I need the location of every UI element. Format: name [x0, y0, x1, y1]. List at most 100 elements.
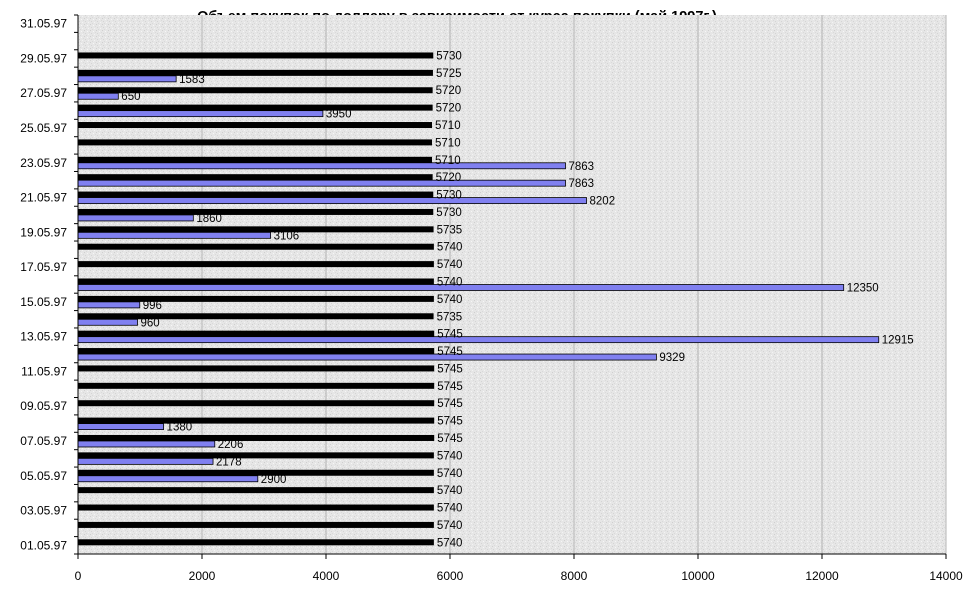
y-tick-label: 11.05.97	[21, 364, 67, 378]
bar	[78, 156, 433, 163]
data-label: 996	[143, 300, 162, 312]
data-label: 5740	[437, 259, 463, 271]
bar	[78, 434, 435, 441]
y-tick-label: 13.05.97	[20, 330, 67, 344]
bar	[78, 52, 434, 59]
bar	[78, 261, 434, 268]
data-label: 5730	[436, 50, 462, 62]
data-label: 5725	[436, 68, 462, 80]
bar	[77, 475, 259, 483]
data-label: 5745	[437, 433, 463, 445]
data-label: 960	[141, 317, 160, 329]
data-label: 5745	[437, 363, 463, 375]
y-tick-label: 15.05.97	[20, 295, 67, 309]
bar	[78, 226, 434, 233]
bar	[78, 348, 435, 355]
data-label: 1860	[196, 213, 222, 225]
bar	[78, 539, 434, 546]
bar	[77, 318, 138, 326]
bar	[78, 452, 434, 459]
data-label: 5720	[436, 85, 462, 97]
y-tick-label: 31.05.97	[20, 17, 67, 31]
data-label: 8202	[590, 196, 616, 208]
y-tick-label: 19.05.97	[20, 225, 67, 239]
x-tick-label: 0	[75, 569, 82, 583]
x-tick-label: 4000	[313, 569, 340, 583]
bar	[78, 521, 434, 528]
y-tick-label: 21.05.97	[20, 191, 67, 205]
bar	[77, 440, 216, 448]
bar	[78, 104, 433, 111]
bar	[77, 353, 657, 361]
data-label: 5740	[437, 485, 463, 497]
data-label: 5710	[435, 137, 461, 149]
data-labels: 5740 5740 5740 5740 5740 2900 5740 2178 5745 2206…	[121, 50, 913, 549]
category-axis: 01.05.97 03.05.97 05.05.97 07.05.97 09.05.97…	[20, 14, 79, 555]
x-tick-label: 12000	[805, 569, 839, 583]
data-label: 2900	[261, 474, 287, 486]
y-tick-label: 07.05.97	[20, 434, 67, 448]
bar	[78, 469, 434, 476]
data-label: 5740	[437, 294, 463, 306]
x-tick-label: 10000	[681, 569, 715, 583]
data-label: 5740	[437, 503, 463, 515]
data-label: 12915	[882, 335, 914, 347]
data-label: 2178	[216, 456, 242, 468]
data-label: 5740	[437, 468, 463, 480]
bar	[78, 400, 435, 407]
y-tick-label: 25.05.97	[20, 121, 67, 135]
y-tick-label: 01.05.97	[20, 538, 67, 552]
data-label: 5735	[437, 224, 463, 236]
bar	[78, 69, 433, 76]
data-label: 12350	[847, 283, 879, 295]
data-label: 1583	[179, 74, 205, 86]
bar	[78, 295, 434, 302]
bar	[78, 417, 435, 424]
data-label: 5740	[437, 242, 463, 254]
y-tick-label: 03.05.97	[20, 504, 67, 518]
data-label: 9329	[659, 352, 685, 364]
data-label: 2206	[218, 439, 244, 451]
y-tick-label: 29.05.97	[20, 51, 67, 65]
y-tick-label: 05.05.97	[20, 469, 67, 483]
bar	[77, 231, 271, 239]
data-label: 5745	[437, 416, 463, 428]
bar	[78, 243, 434, 250]
x-tick-label: 2000	[189, 569, 216, 583]
data-label: 5730	[436, 190, 462, 202]
y-tick-label: 23.05.97	[20, 156, 67, 170]
bar	[77, 423, 164, 430]
data-label: 5730	[436, 207, 462, 219]
bar	[77, 457, 214, 465]
data-label: 5720	[436, 103, 462, 115]
y-tick-label: 27.05.97	[20, 86, 67, 100]
bar	[77, 162, 566, 170]
data-label: 5745	[437, 398, 463, 410]
data-label: 3950	[326, 109, 352, 121]
bar	[77, 179, 566, 187]
bar	[78, 87, 433, 94]
bar	[77, 75, 177, 83]
y-tick-label: 17.05.97	[20, 260, 67, 274]
x-tick-label: 6000	[437, 569, 464, 583]
data-label: 650	[121, 91, 140, 103]
data-label: 5745	[437, 329, 463, 341]
data-label: 5740	[437, 537, 463, 549]
x-tick-label: 8000	[561, 569, 588, 583]
y-tick-label: 09.05.97	[20, 399, 67, 413]
bar	[78, 504, 434, 511]
data-label: 5710	[435, 120, 461, 132]
data-label: 5745	[437, 381, 463, 393]
data-label: 5710	[435, 155, 461, 167]
bar	[78, 139, 433, 146]
bar	[78, 208, 434, 215]
bar	[78, 191, 434, 198]
bar	[78, 174, 433, 181]
data-label: 5735	[437, 311, 463, 323]
data-label: 5740	[437, 450, 463, 462]
data-label: 5720	[436, 172, 462, 184]
data-label: 5740	[437, 520, 463, 532]
data-label: 5745	[437, 346, 463, 358]
bar	[78, 278, 434, 285]
bar	[78, 122, 433, 129]
